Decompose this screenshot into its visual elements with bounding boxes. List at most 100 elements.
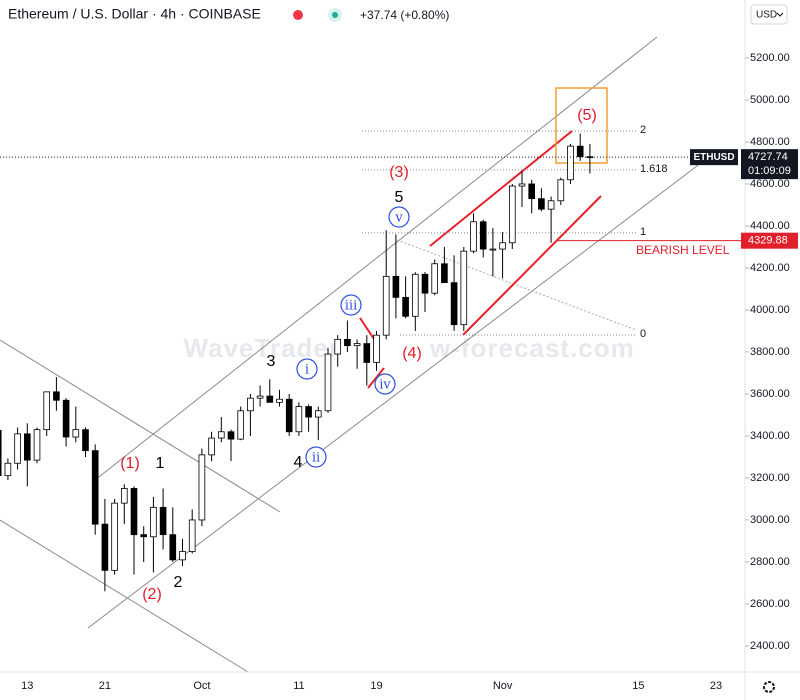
candle-body	[33, 429, 41, 461]
candle-body	[518, 183, 526, 187]
candle-body	[159, 506, 167, 536]
currency-select[interactable]	[750, 4, 788, 25]
wave-label: i	[305, 363, 309, 378]
candle-body	[402, 296, 409, 317]
wave-label: v	[394, 211, 403, 226]
candle-body	[353, 343, 361, 347]
candle-body	[489, 248, 497, 251]
wave-label: ii	[312, 451, 320, 466]
symbol-tag	[690, 149, 738, 166]
candle-body	[499, 242, 506, 250]
x-tick-label: Oct	[193, 680, 210, 692]
wave-label: (2)	[142, 586, 162, 603]
x-tick-label: 13	[21, 680, 33, 692]
y-tick-label: 2600.00	[750, 598, 790, 610]
y-tick-label: 4800.00	[750, 136, 790, 148]
price-tag-label: 4727.74	[748, 151, 788, 163]
candle-body	[547, 200, 555, 210]
candle-body	[324, 353, 332, 412]
wave-circle	[305, 446, 327, 468]
candle-body	[179, 551, 186, 561]
candle-body	[266, 395, 274, 403]
wave-label: 3	[267, 353, 276, 370]
candle-body	[382, 275, 390, 336]
candle-body	[82, 429, 89, 452]
candle-body	[169, 534, 177, 561]
y-tick-label: 4200.00	[750, 262, 790, 274]
candle-body	[295, 406, 303, 433]
candle-body	[91, 450, 99, 525]
fib-trend-line	[396, 239, 637, 331]
symbol-label: ETHUSD	[693, 152, 734, 163]
x-tick-label: 11	[293, 680, 304, 692]
wave-circle	[296, 358, 318, 380]
x-tick-label: 21	[99, 680, 111, 692]
wedge-line	[367, 367, 385, 389]
watermark: WaveTrader	[184, 333, 340, 363]
y-tick-label: 3600.00	[750, 388, 790, 400]
y-tick-label: 5000.00	[750, 94, 790, 106]
y-tick-label: 4400.00	[750, 220, 790, 232]
candle-body	[227, 431, 235, 440]
wave-circle	[374, 373, 396, 395]
candle-body	[120, 488, 128, 504]
wave-label: iv	[379, 378, 391, 393]
axes: 2400.00 2600.00 2800.00 3000.00 3200.00 3400.…	[21, 52, 798, 692]
candle-body	[441, 263, 448, 284]
channel-line	[94, 36, 658, 481]
y-tick-label: 3200.00	[750, 472, 790, 484]
wedge-line	[429, 130, 573, 247]
candle-body	[586, 156, 594, 159]
candle-body	[111, 502, 118, 571]
candle-body	[576, 145, 584, 158]
candle-body	[130, 488, 138, 536]
candle-body	[276, 398, 283, 403]
target-box	[555, 87, 608, 164]
y-tick-label: 3400.00	[750, 430, 790, 442]
settings-icon[interactable]	[763, 681, 775, 693]
y-tick-label: 2400.00	[750, 640, 790, 652]
wave-circle	[340, 294, 362, 316]
candle-body	[373, 334, 380, 363]
fib-ratio: 2	[640, 124, 646, 136]
y-tick-label: 4600.00	[750, 178, 790, 190]
candle-body	[256, 395, 264, 399]
candle-body	[567, 145, 574, 181]
wave-label: 2	[174, 574, 183, 591]
candle-body	[217, 431, 225, 439]
candle-body	[305, 406, 312, 418]
dropdown-arrow[interactable]	[776, 12, 784, 17]
y-tick-label: 2800.00	[750, 556, 790, 568]
channel-line	[0, 519, 249, 673]
y-tick-label: 4000.00	[750, 304, 790, 316]
x-tick-label: Nov	[493, 680, 513, 692]
x-tick-label: 15	[632, 680, 644, 692]
candle-body	[460, 250, 468, 326]
wave-label: 1	[156, 455, 165, 472]
x-tick-label: 19	[370, 680, 382, 692]
wave-label: iii	[345, 299, 357, 314]
countdown-label: 01:09:09	[748, 165, 791, 177]
price-axis	[745, 0, 800, 700]
wave-label: 4	[294, 454, 303, 471]
channel-line	[0, 339, 281, 513]
wave-label: (5)	[577, 107, 597, 124]
candle-body	[140, 534, 148, 538]
x-tick-label: 23	[710, 680, 722, 692]
candle-body	[53, 391, 60, 401]
candle-body	[0, 429, 2, 477]
chart-title: Ethereum / U.S. Dollar · 4h · COINBASE	[8, 6, 261, 22]
y-tick-label: 3000.00	[750, 514, 790, 526]
candle-body	[43, 391, 51, 431]
candle-body	[237, 410, 245, 440]
bearish-tag	[741, 232, 798, 249]
y-tick-label: 3800.00	[750, 346, 790, 358]
currency-label[interactable]: USD	[756, 10, 777, 21]
candle-body	[363, 343, 371, 363]
candle-body	[344, 338, 351, 347]
candle-body	[188, 519, 196, 552]
plot: 21.61810(1)(2)(3)(4)(5)12345iiiiiiivvBEA…	[0, 107, 741, 603]
candle-body	[198, 454, 206, 521]
candle-body	[247, 397, 254, 412]
